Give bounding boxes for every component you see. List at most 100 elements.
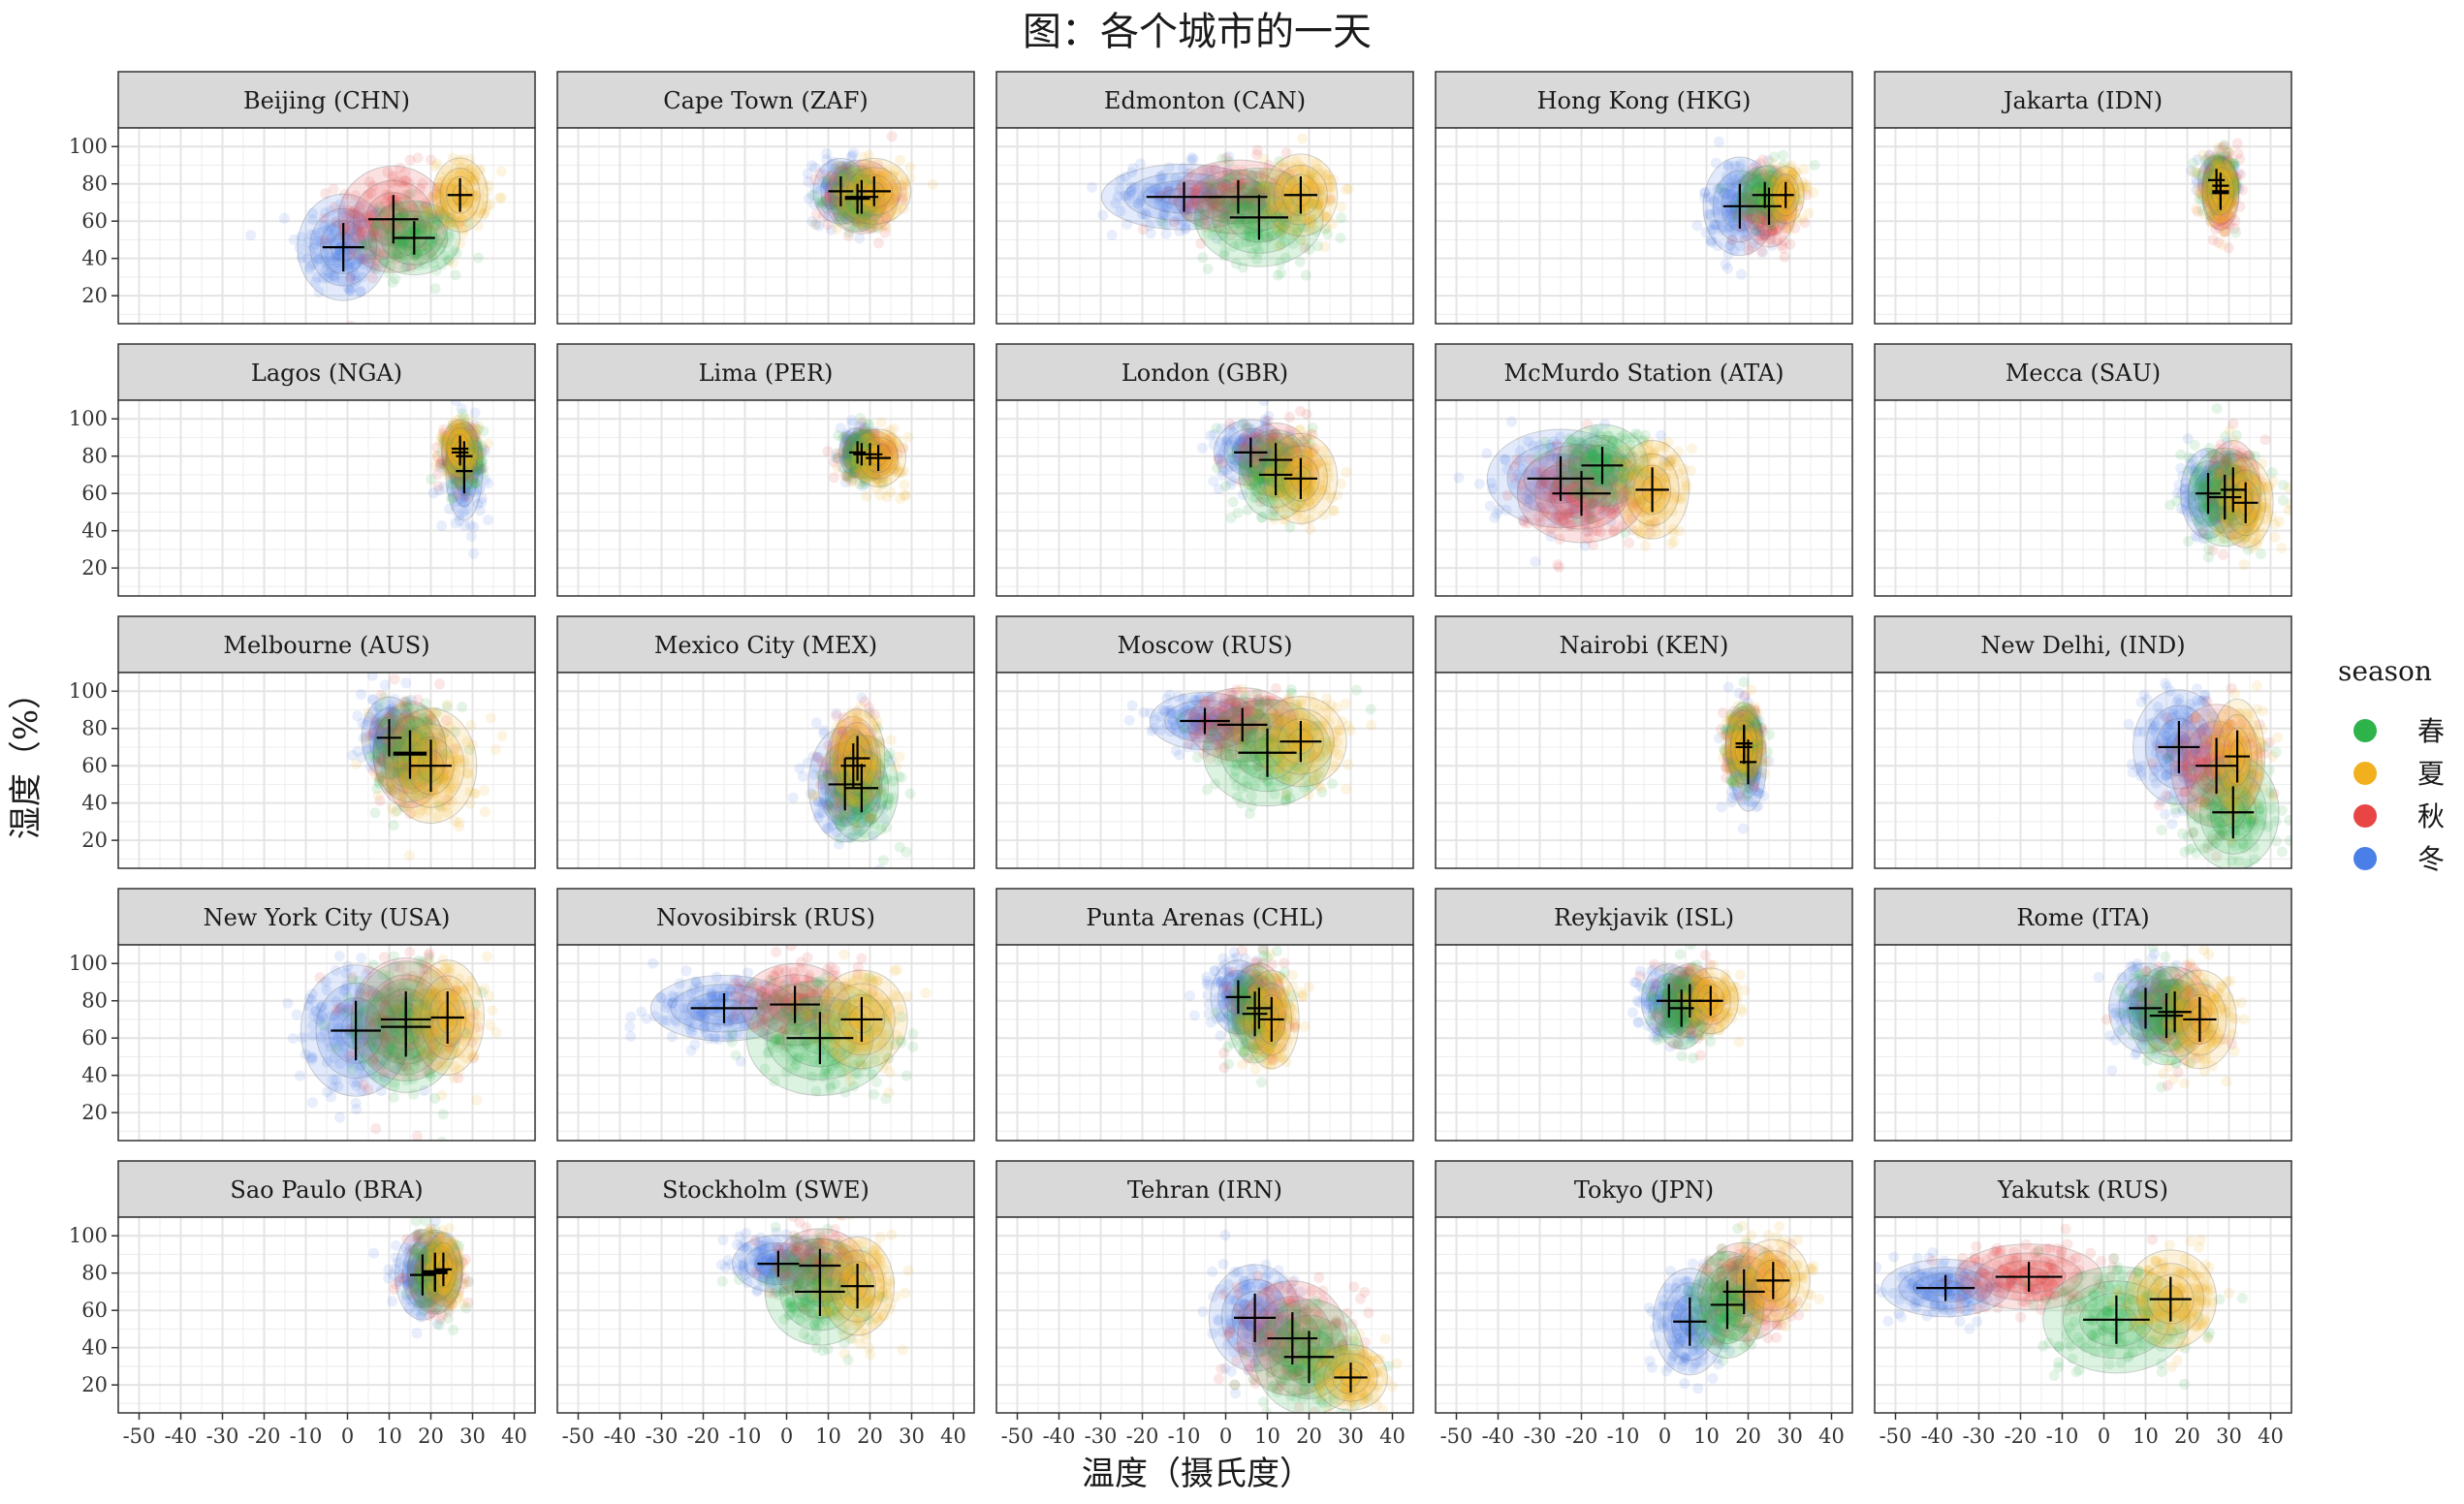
data-point xyxy=(420,248,431,260)
data-point xyxy=(1155,172,1167,184)
data-point xyxy=(809,182,821,194)
data-point xyxy=(324,221,335,233)
data-point xyxy=(1727,171,1739,182)
data-point xyxy=(358,211,369,222)
data-point xyxy=(344,230,356,240)
data-point xyxy=(850,178,862,190)
data-point xyxy=(1245,230,1256,241)
data-point xyxy=(1320,170,1332,181)
data-point xyxy=(1740,196,1752,207)
data-point xyxy=(351,220,363,232)
data-point xyxy=(346,249,357,261)
data-point xyxy=(461,195,472,205)
data-point xyxy=(1263,159,1275,171)
data-point xyxy=(448,170,459,181)
data-point xyxy=(840,212,852,224)
data-point xyxy=(1197,252,1209,264)
data-point xyxy=(860,208,871,220)
data-point xyxy=(365,263,377,274)
data-point xyxy=(1287,210,1299,222)
data-point xyxy=(1219,212,1231,224)
panel-border xyxy=(556,127,975,325)
data-point xyxy=(858,215,869,227)
data-point xyxy=(1307,185,1318,197)
data-point xyxy=(1205,183,1216,195)
data-point xyxy=(1192,201,1204,212)
data-point xyxy=(1769,196,1781,206)
data-point xyxy=(1808,187,1819,199)
data-point xyxy=(852,168,864,179)
data-point xyxy=(363,252,374,264)
data-point xyxy=(1734,240,1746,252)
data-point xyxy=(826,171,837,182)
data-point xyxy=(879,209,891,221)
data-point xyxy=(449,191,460,202)
data-point xyxy=(1327,218,1339,230)
data-point xyxy=(437,181,449,193)
data-point xyxy=(1287,168,1299,179)
data-point xyxy=(436,259,448,270)
data-point xyxy=(387,276,398,288)
data-point xyxy=(381,221,393,233)
data-point xyxy=(831,223,842,235)
data-point xyxy=(474,165,486,176)
data-point xyxy=(880,222,892,234)
data-point xyxy=(1278,156,1289,168)
data-point xyxy=(844,203,856,214)
data-point xyxy=(459,222,471,234)
data-point xyxy=(1326,182,1337,194)
data-point xyxy=(1706,224,1718,235)
data-point xyxy=(1284,182,1296,194)
data-point xyxy=(366,231,378,242)
data-point xyxy=(1205,171,1216,182)
data-point xyxy=(1763,169,1775,180)
data-point xyxy=(1777,218,1788,230)
data-point xyxy=(1202,185,1214,196)
data-point xyxy=(1195,196,1207,207)
data-point xyxy=(1198,184,1210,196)
data-point xyxy=(1284,185,1296,197)
data-point xyxy=(1273,188,1284,200)
data-point xyxy=(886,210,898,222)
data-point xyxy=(1168,215,1180,227)
data-point xyxy=(461,185,473,197)
data-point xyxy=(1720,196,1731,207)
data-point xyxy=(883,190,895,201)
data-point xyxy=(1777,239,1787,251)
data-point xyxy=(1319,197,1330,208)
data-point xyxy=(833,429,844,441)
data-point xyxy=(1323,173,1335,185)
data-point xyxy=(861,218,872,230)
data-point xyxy=(410,226,422,236)
data-point xyxy=(429,193,441,204)
data-point xyxy=(1253,182,1265,194)
data-point xyxy=(464,172,476,183)
data-point xyxy=(1319,223,1331,235)
data-point xyxy=(854,233,866,244)
data-point xyxy=(1305,181,1316,192)
data-point xyxy=(1097,209,1109,221)
data-point xyxy=(395,236,407,248)
data-point xyxy=(876,167,888,178)
data-point xyxy=(495,192,507,204)
data-point xyxy=(1769,177,1781,189)
data-point xyxy=(1207,222,1218,234)
data-point xyxy=(828,177,839,189)
data-point xyxy=(1137,224,1149,235)
data-point xyxy=(454,170,465,181)
data-point xyxy=(329,269,340,281)
data-point xyxy=(401,260,413,271)
data-point xyxy=(803,193,814,204)
data-point xyxy=(850,173,862,185)
data-point xyxy=(835,211,846,223)
data-point xyxy=(361,209,372,221)
data-point xyxy=(355,286,366,298)
data-point xyxy=(1288,220,1300,232)
data-point xyxy=(448,176,459,188)
data-point xyxy=(1160,228,1172,239)
data-point xyxy=(870,205,882,217)
data-point xyxy=(1308,198,1319,209)
data-point xyxy=(848,208,860,219)
data-point xyxy=(855,211,867,223)
data-point xyxy=(873,222,885,234)
